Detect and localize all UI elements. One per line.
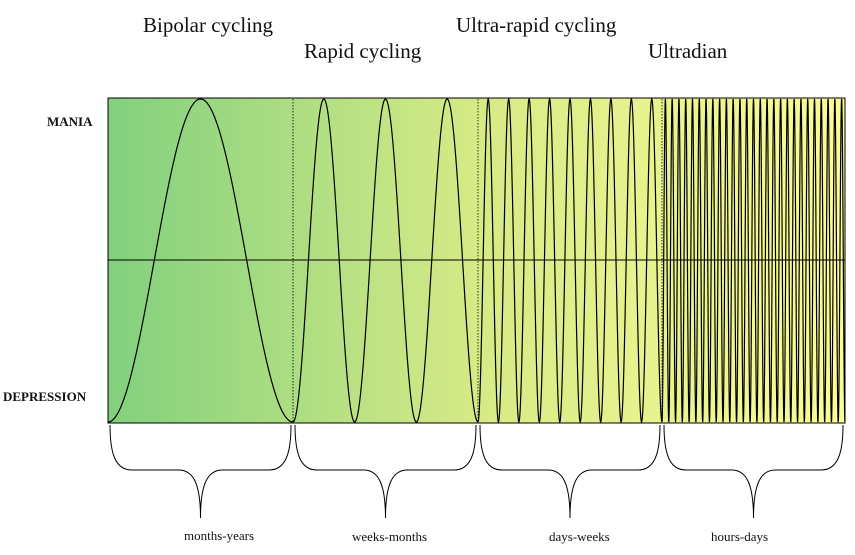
duration-days-weeks: days-weeks bbox=[549, 529, 610, 544]
title-ultradian: Ultradian bbox=[648, 39, 728, 63]
brace-1 bbox=[109, 424, 292, 519]
label-mania: MANIA bbox=[47, 114, 93, 129]
duration-braces bbox=[109, 424, 844, 519]
label-depression: DEPRESSION bbox=[3, 389, 87, 404]
title-ultra-rapid-cycling: Ultra-rapid cycling bbox=[456, 13, 617, 37]
brace-4 bbox=[663, 424, 844, 519]
wave-segment-3 bbox=[477, 97, 663, 424]
wave-segment-4 bbox=[661, 98, 846, 423]
duration-weeks-months: weeks-months bbox=[352, 529, 428, 544]
brace-3 bbox=[479, 424, 661, 519]
title-bipolar-cycling: Bipolar cycling bbox=[143, 13, 274, 37]
title-rapid-cycling: Rapid cycling bbox=[304, 39, 422, 63]
mood-waves bbox=[107, 97, 846, 424]
brace-2 bbox=[294, 424, 477, 519]
duration-hours-days: hours-days bbox=[711, 529, 769, 544]
wave-segment-2 bbox=[292, 98, 479, 423]
duration-months-years: months-years bbox=[184, 528, 255, 543]
wave-segment-1 bbox=[107, 98, 294, 423]
